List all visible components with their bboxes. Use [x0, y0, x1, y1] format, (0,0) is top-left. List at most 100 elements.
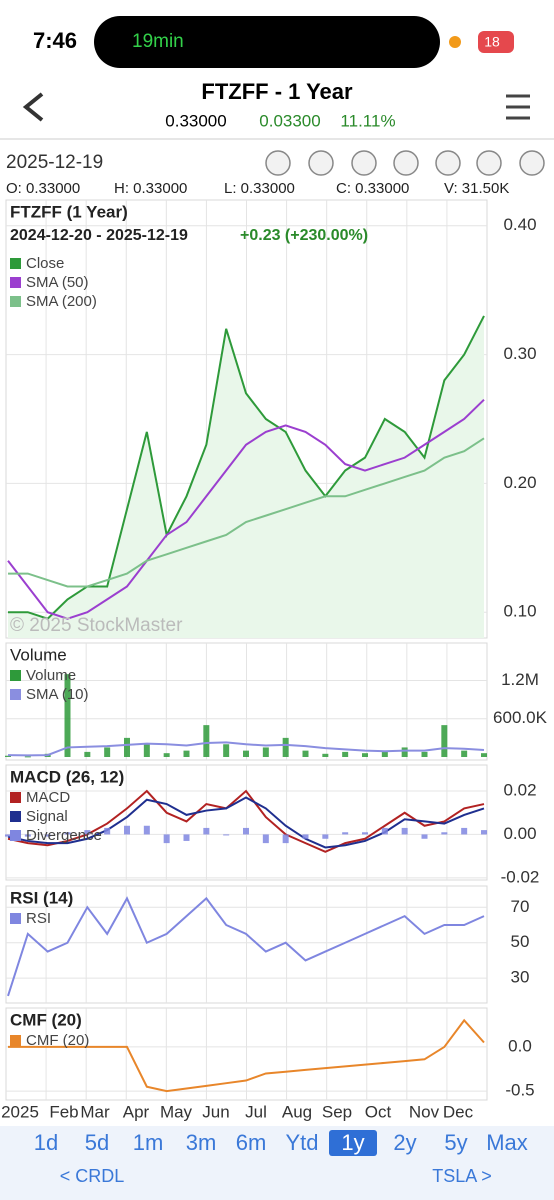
ohlc-value: V: 31.50K	[444, 180, 509, 197]
bar	[342, 751, 349, 757]
bar	[302, 834, 309, 839]
range-button[interactable]: 6m	[236, 1130, 267, 1155]
legend-label: SMA (10)	[26, 686, 89, 703]
toolbar-icons[interactable]	[265, 150, 545, 176]
legend-label: SMA (200)	[26, 293, 97, 310]
bar	[183, 750, 190, 757]
bar	[243, 750, 249, 757]
y-tick-label: 30	[511, 968, 530, 987]
bar	[163, 834, 170, 844]
line	[8, 437, 485, 588]
x-label: 2025	[1, 1102, 39, 1121]
dynamic-island	[94, 16, 440, 68]
range-button[interactable]: 1m	[133, 1130, 164, 1155]
nav-prev[interactable]: < CRDL	[60, 1166, 125, 1186]
bar	[243, 827, 249, 835]
line	[7, 398, 485, 620]
change: 0.03300	[259, 111, 320, 130]
change-pct: 11.11%	[340, 111, 395, 130]
legend-label: Signal	[26, 808, 68, 825]
y-tick-label: 70	[511, 897, 530, 916]
legend-swatch	[10, 830, 21, 841]
legend-swatch	[10, 277, 21, 288]
y-tick-label: -0.5	[505, 1081, 534, 1100]
bar	[441, 725, 448, 757]
bar	[203, 827, 210, 835]
legend-label: RSI	[26, 910, 51, 927]
range-selected	[329, 1130, 377, 1156]
bar	[461, 827, 468, 835]
bar	[104, 747, 111, 757]
bar	[143, 825, 150, 835]
line	[7, 796, 485, 849]
bar	[441, 832, 448, 835]
legend-swatch	[10, 258, 21, 269]
legend-swatch	[10, 296, 21, 307]
range-button[interactable]: 3m	[186, 1130, 217, 1155]
x-label: Jul	[245, 1102, 267, 1121]
watermark: © 2025 StockMaster	[10, 615, 183, 636]
bar	[282, 737, 289, 757]
bar	[84, 751, 91, 757]
nav-next[interactable]: TSLA >	[432, 1166, 492, 1186]
panel-title: RSI (14)	[10, 888, 73, 907]
bar	[163, 753, 170, 757]
legend-label: CMF (20)	[26, 1032, 89, 1049]
x-label: Feb	[49, 1102, 78, 1121]
date: 2025-12-19	[6, 152, 103, 173]
gain: +0.23 (+230.00%)	[240, 227, 368, 244]
bar	[183, 834, 190, 841]
y-tick-label: 0.30	[503, 344, 536, 363]
bar	[322, 753, 329, 757]
panel-title: FTZFF (1 Year)	[10, 202, 128, 221]
line	[7, 896, 485, 997]
bar	[421, 834, 428, 839]
bar	[44, 834, 51, 837]
battery-level: 18	[484, 34, 500, 50]
y-tick-label: 0.00	[503, 824, 536, 843]
price: 0.33000	[165, 111, 226, 130]
range-button[interactable]: 5y	[444, 1130, 467, 1155]
clock: 7:46	[33, 28, 77, 53]
legend-swatch	[10, 811, 21, 822]
activity: 19min	[132, 31, 184, 52]
bar	[143, 744, 150, 757]
bar	[381, 827, 388, 835]
x-label: Sep	[322, 1102, 352, 1121]
x-label: Oct	[365, 1102, 392, 1121]
range-button[interactable]: Ytd	[285, 1130, 318, 1155]
range-button[interactable]: 1y	[341, 1130, 364, 1155]
bar	[401, 747, 408, 757]
x-label: Aug	[282, 1102, 312, 1121]
legend-label: Volume	[26, 667, 76, 684]
bar	[64, 832, 71, 835]
range-button[interactable]: 5d	[85, 1130, 109, 1155]
bar	[124, 737, 130, 757]
legend-label: Divergence	[26, 827, 102, 844]
bar	[5, 834, 11, 837]
bar	[461, 750, 468, 757]
date-range: 2024-12-20 - 2025-12-19	[10, 227, 188, 244]
bar	[481, 753, 487, 757]
bottom-bar	[0, 1126, 554, 1200]
bar	[481, 830, 487, 835]
bar	[381, 750, 388, 757]
bar	[421, 751, 428, 757]
menu-button[interactable]	[506, 94, 530, 120]
x-label: Dec	[443, 1102, 474, 1121]
bar	[5, 755, 11, 757]
bar	[84, 830, 91, 835]
range-button[interactable]: Max	[486, 1130, 528, 1155]
indicator	[449, 36, 461, 48]
range-button[interactable]: 1d	[34, 1130, 58, 1155]
bar	[223, 744, 230, 757]
x-label: Mar	[80, 1102, 110, 1121]
line	[8, 1018, 485, 1093]
panel-title: MACD (26, 12)	[10, 767, 124, 786]
x-label: Apr	[123, 1102, 150, 1121]
back-button[interactable]	[22, 92, 44, 122]
legend-swatch	[10, 670, 21, 681]
y-tick-label: 0.02	[503, 781, 536, 800]
range-button[interactable]: 2y	[393, 1130, 416, 1155]
